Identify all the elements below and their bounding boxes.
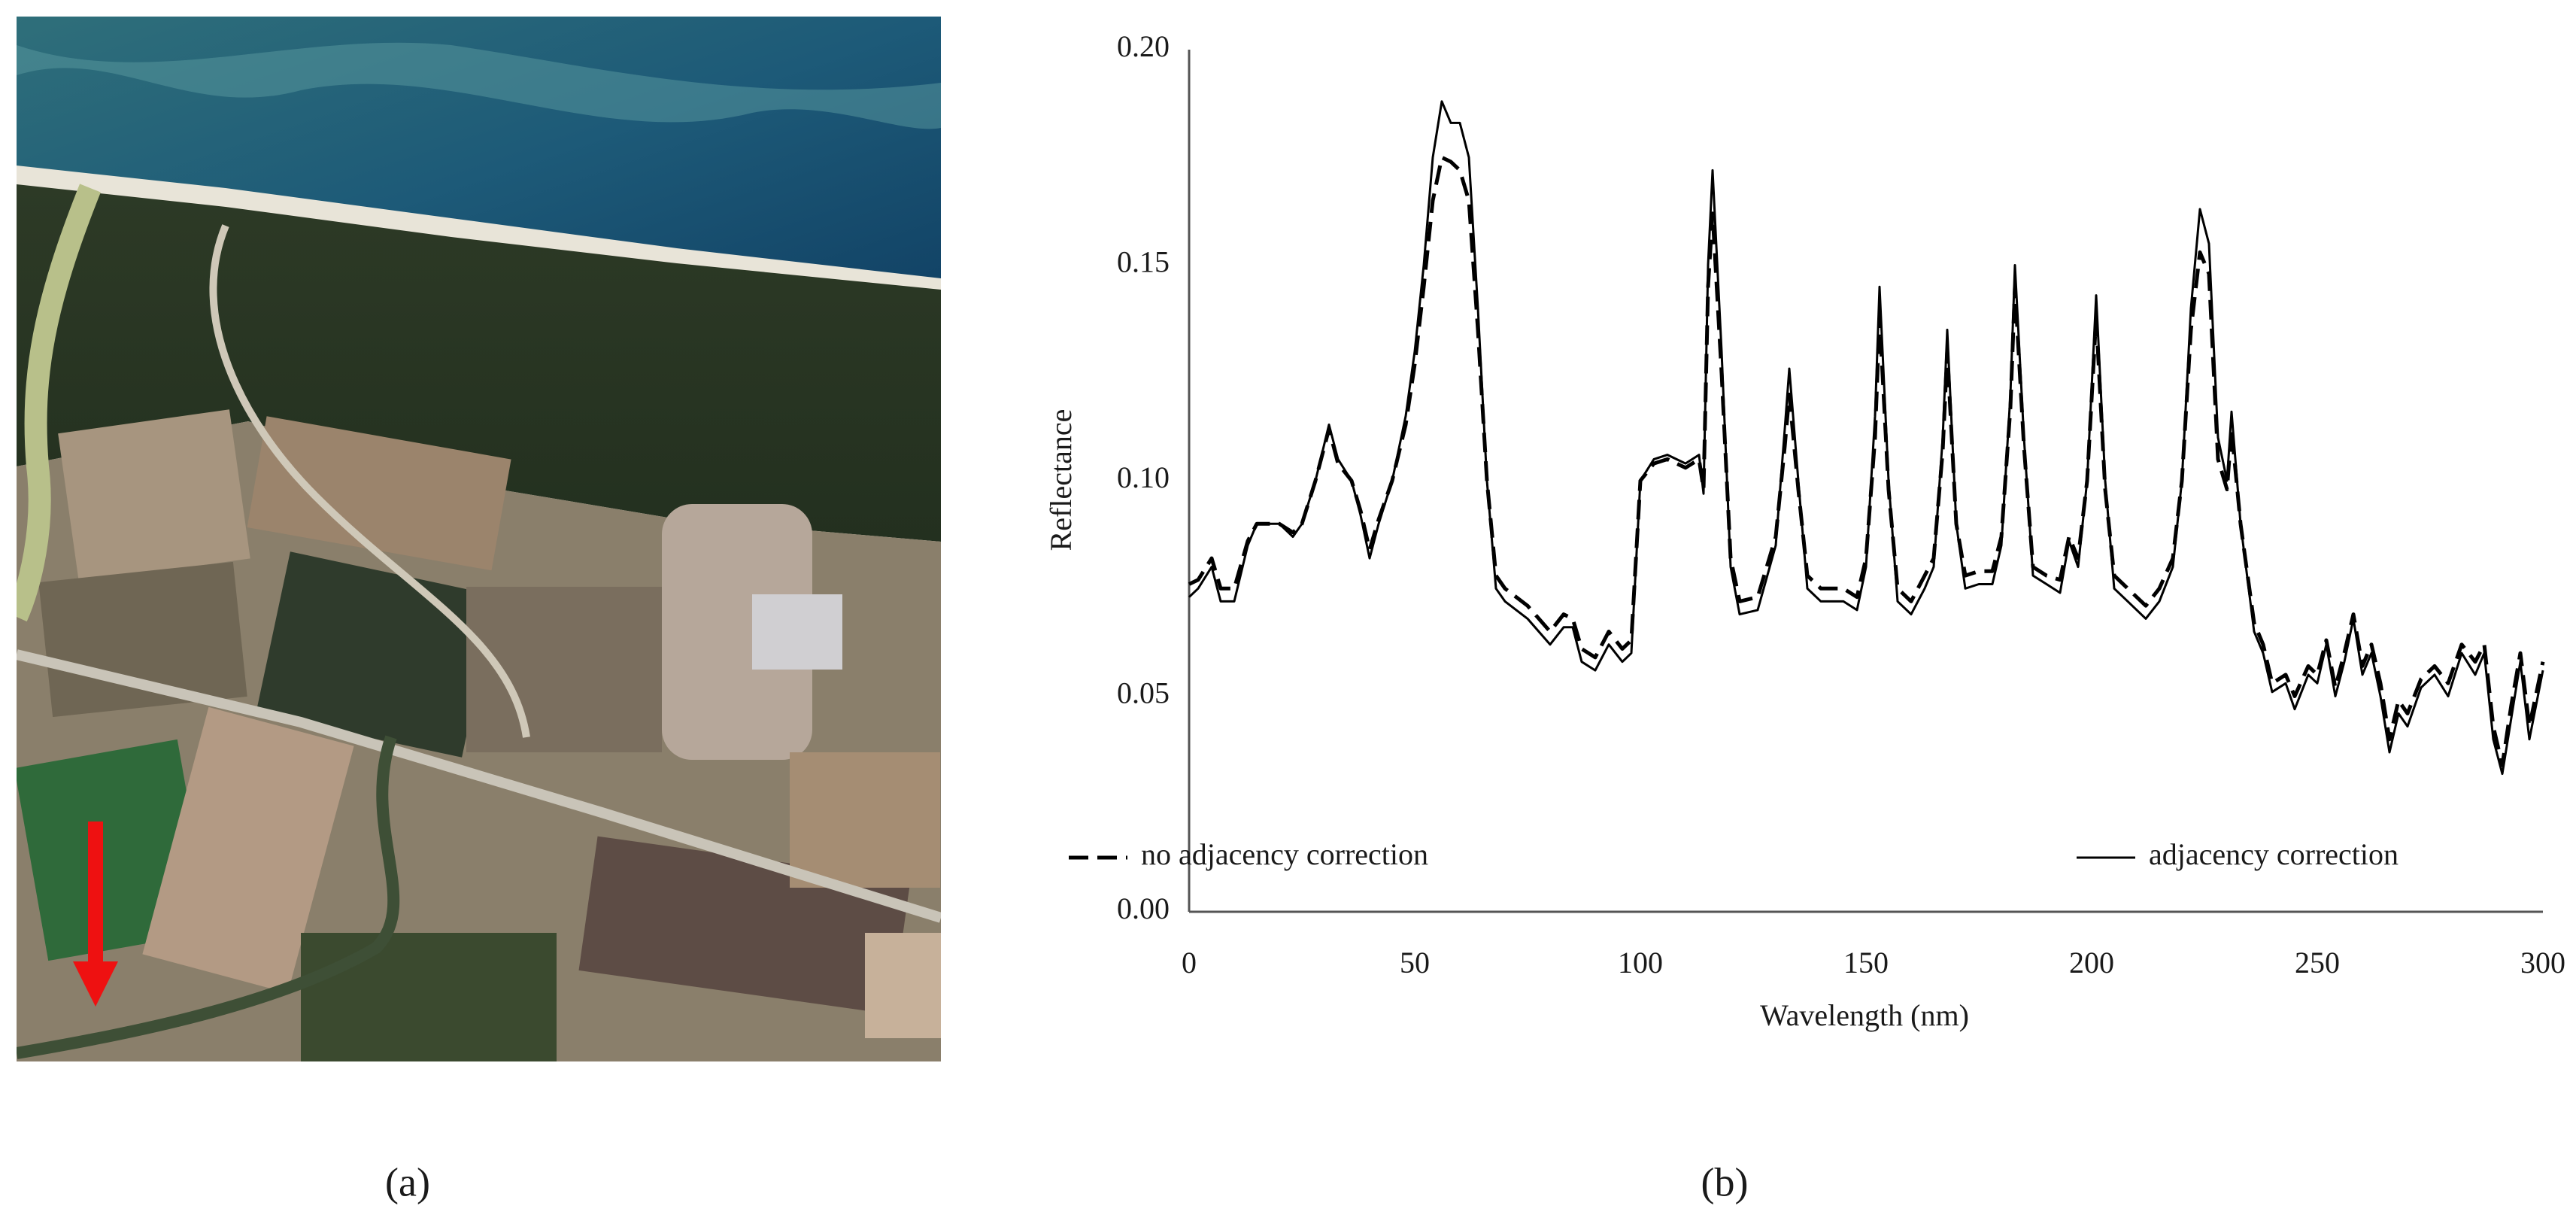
x-tick-label: 0: [1182, 946, 1197, 979]
x-tick-label: 150: [1843, 946, 1889, 979]
y-tick-label: 0.00: [1117, 891, 1170, 925]
panel-label: (b): [1701, 1159, 1749, 1204]
x-axis-title: Wavelength (nm): [1760, 998, 1969, 1032]
red-arrow: [73, 822, 118, 1007]
x-tick-label: 50: [1400, 946, 1430, 979]
legend-label: adjacency correction: [2149, 837, 2399, 871]
data-line: [1188, 100, 2544, 776]
y-tick-label: 0.05: [1117, 676, 1170, 710]
x-tick-label: 300: [2520, 946, 2565, 979]
x-tick-label: 250: [2295, 946, 2340, 979]
panel-label: (a): [385, 1159, 430, 1204]
data-line: [1188, 155, 2545, 767]
x-tick-label: 100: [1618, 946, 1663, 979]
y-axis-title: Reflectance: [1044, 409, 1078, 551]
legend-label: no adjacency correction: [1141, 837, 1428, 871]
satellite-image: [17, 17, 941, 1061]
y-tick-label: 0.10: [1117, 460, 1170, 494]
y-tick-label: 0.15: [1117, 245, 1170, 279]
x-tick-label: 200: [2069, 946, 2114, 979]
y-tick-label: 0.20: [1117, 29, 1170, 63]
